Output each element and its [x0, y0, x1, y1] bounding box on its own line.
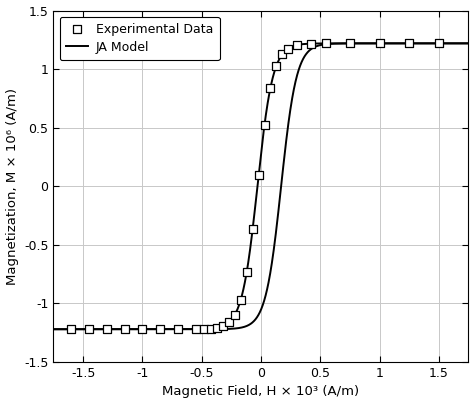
Experimental Data [273, 63, 280, 69]
Experimental Data [376, 40, 383, 46]
Experimental Data [121, 326, 128, 332]
Experimental Data [293, 42, 301, 48]
Experimental Data [103, 326, 110, 332]
Legend: Experimental Data, JA Model: Experimental Data, JA Model [60, 17, 219, 60]
Experimental Data [405, 40, 413, 46]
JA Model [454, 41, 459, 46]
Experimental Data [267, 84, 274, 91]
Experimental Data [85, 326, 93, 332]
Experimental Data [284, 45, 292, 52]
Experimental Data [322, 40, 330, 46]
JA Model [51, 327, 56, 332]
Line: JA Model: JA Model [54, 43, 468, 329]
Experimental Data [307, 40, 315, 47]
Experimental Data [237, 296, 245, 303]
JA Model [253, 204, 258, 208]
Experimental Data [67, 326, 75, 332]
Experimental Data [192, 326, 200, 332]
JA Model [465, 41, 471, 46]
JA Model [241, 283, 247, 288]
Experimental Data [219, 323, 227, 329]
Experimental Data [255, 172, 263, 179]
JA Model [72, 327, 77, 332]
Experimental Data [156, 326, 164, 332]
Experimental Data [225, 319, 233, 326]
Experimental Data [279, 51, 286, 57]
X-axis label: Magnetic Field, H × 10³ (A/m): Magnetic Field, H × 10³ (A/m) [163, 385, 359, 398]
Experimental Data [138, 326, 146, 332]
Experimental Data [249, 226, 256, 232]
Experimental Data [435, 40, 443, 46]
Experimental Data [174, 326, 182, 332]
Experimental Data [200, 326, 208, 332]
Experimental Data [243, 269, 251, 275]
Experimental Data [207, 325, 215, 332]
Experimental Data [213, 324, 221, 331]
Experimental Data [231, 311, 239, 318]
JA Model [453, 41, 459, 46]
JA Model [377, 41, 383, 46]
Experimental Data [346, 40, 354, 46]
Experimental Data [261, 122, 268, 128]
Y-axis label: Magnetization, M × 10⁶ (A/m): Magnetization, M × 10⁶ (A/m) [6, 88, 18, 285]
